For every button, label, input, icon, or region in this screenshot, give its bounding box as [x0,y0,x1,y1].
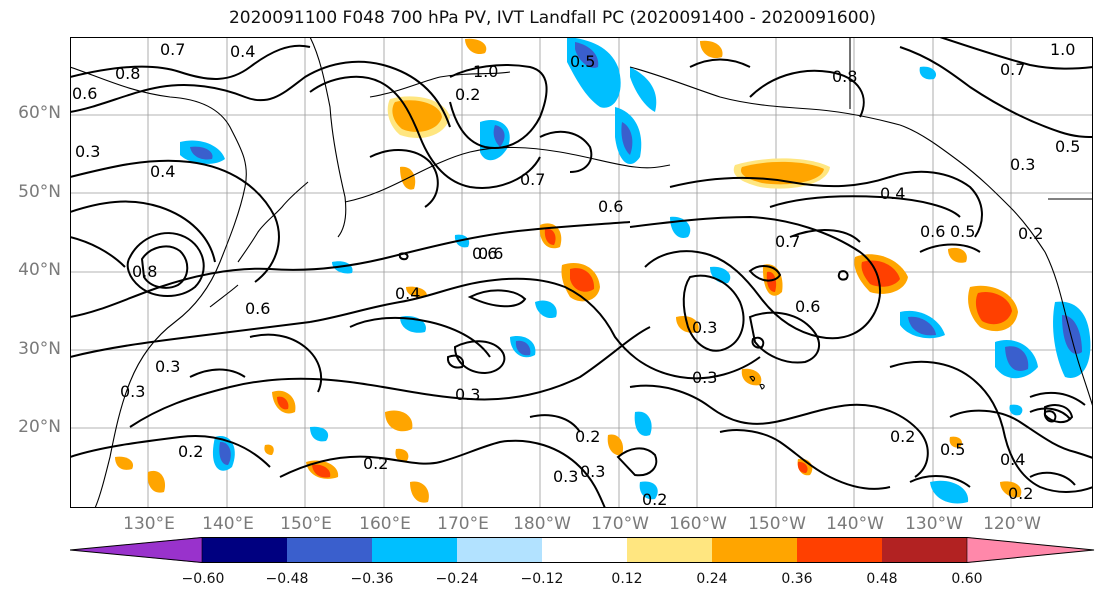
contour-label: 0.4 [230,42,255,61]
contour-label: 0.6 [472,244,497,263]
contour-label: 0.2 [1008,484,1033,503]
contour-label: 0.7 [160,40,185,59]
colorbar-segment [202,537,287,563]
colorbar-segment [882,537,967,563]
lon-label: 170°W [591,514,649,534]
lon-label: 180°W [513,514,571,534]
contour-label: 0.7 [1000,60,1025,79]
contour-label: 0.5 [950,222,975,241]
colorbar-segment [457,537,542,563]
contour-label: 0.2 [363,454,388,473]
contour-label: 0.3 [1010,155,1035,174]
colorbar-tick: 0.24 [696,571,728,587]
lat-label: 60°N [18,103,61,123]
lon-label: 130°W [905,514,963,534]
contour-label: 0.6 [795,297,820,316]
contour-label: 0.3 [553,467,578,486]
colorbar-tick: −0.24 [435,571,479,587]
contour-label: 0.2 [1018,224,1043,243]
pv-contours [70,37,1093,508]
lon-label: 160°W [669,514,727,534]
colorbar-tick: 0.36 [781,571,813,587]
contour-label: 0.6 [920,222,945,241]
contour-label: 0.6 [598,197,623,216]
contour-label: 0.5 [570,52,595,71]
contour-label: 0.8 [115,64,140,83]
lon-label: 130°E [123,514,175,534]
contour-labels: 0.7 0.8 0.6 0.3 0.4 1.0 0.2 0.5 0.7 0.6 … [72,40,1080,508]
colorbar-tick: 0.12 [611,571,643,587]
contour-label: 0.2 [890,427,915,446]
colorbar-tick: −0.12 [520,571,564,587]
contour-label: 0.6 [478,244,503,263]
lon-label: 150°W [748,514,806,534]
lon-label: 140°W [826,514,884,534]
figure-title: 2020091100 F048 700 hPa PV, IVT Landfall… [228,8,876,28]
contour-label: 0.3 [155,357,180,376]
colorbar-segment [542,537,627,563]
lon-label: 150°E [280,514,332,534]
colorbar-segment [712,537,797,563]
contour-label: 1.0 [473,62,498,81]
colorbar-segment [797,537,882,563]
colorbar-segment [627,537,712,563]
contour-label: 0.8 [832,67,857,86]
colorbar-tick: −0.36 [350,571,394,587]
contour-label: 0.3 [75,142,100,161]
contour-label: 1.0 [1050,40,1075,59]
contour-label: 0.4 [1000,450,1025,469]
contour-label: 0.4 [395,284,420,303]
colorbar-tick: −0.60 [181,571,225,587]
colorbar-segment [287,537,372,563]
contour-label: 0.4 [880,184,905,203]
contour-label: 0.3 [692,368,717,387]
contour-label: 0.2 [575,427,600,446]
contour-label: 0.3 [692,318,717,337]
contour-label: 0.2 [178,442,203,461]
colorbar-segment [967,537,1095,563]
lat-label: 40°N [18,260,61,280]
lat-label: 20°N [18,417,61,437]
contour-label: 0.8 [132,262,157,281]
lon-label: 170°E [437,514,489,534]
lat-label: 50°N [18,182,61,202]
contour-label: 0.5 [1055,137,1080,156]
colorbar-segment [70,537,202,563]
contour-label: 0.7 [520,170,545,189]
contour-label: 0.3 [120,382,145,401]
colorbar-tick: −0.48 [265,571,309,587]
contour-label: 0.3 [455,385,480,404]
colorbar-tick: 0.60 [951,571,983,587]
contour-label: 0.2 [642,490,667,508]
colorbar-segment [372,537,457,563]
ivt-shading [115,37,1091,504]
contour-label: 0.6 [72,84,97,103]
contour-label: 0.4 [150,162,175,181]
lon-label: 140°E [202,514,254,534]
map-panel: 0.7 0.8 0.6 0.3 0.4 1.0 0.2 0.5 0.7 0.6 … [70,37,1093,508]
contour-label: 0.5 [940,440,965,459]
colorbar [69,537,1095,563]
contour-label: 0.7 [775,232,800,251]
lat-label: 30°N [18,339,61,359]
colorbar-tick: 0.48 [866,571,898,587]
lon-label: 160°E [359,514,411,534]
contour-label: 0.6 [245,299,270,318]
contour-label: 0.2 [455,85,480,104]
contour-label: 0.3 [580,462,605,481]
lon-label: 120°W [983,514,1041,534]
